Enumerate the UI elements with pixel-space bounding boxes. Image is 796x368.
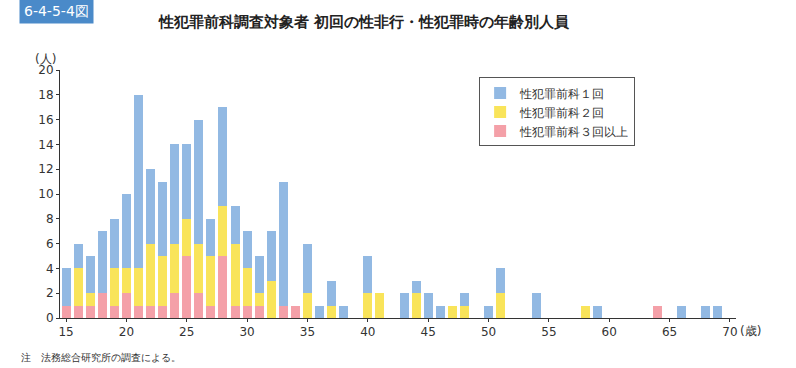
svg-text:性犯罪前科３回以上: 性犯罪前科３回以上 — [519, 125, 628, 139]
svg-text:55: 55 — [541, 325, 556, 339]
svg-text:40: 40 — [360, 325, 375, 339]
svg-text:20: 20 — [38, 63, 53, 77]
svg-text:45: 45 — [421, 325, 436, 339]
svg-text:性犯罪前科２回: 性犯罪前科２回 — [519, 106, 604, 120]
svg-text:6-4-5-4図: 6-4-5-4図 — [24, 3, 89, 19]
svg-text:70: 70 — [722, 325, 737, 339]
svg-text:0: 0 — [46, 311, 54, 325]
svg-text:15: 15 — [58, 325, 73, 339]
svg-text:16: 16 — [38, 113, 53, 127]
svg-text:10: 10 — [38, 187, 53, 201]
svg-text:35: 35 — [300, 325, 315, 339]
svg-text:14: 14 — [38, 138, 53, 152]
svg-text:25: 25 — [179, 325, 194, 339]
svg-text:8: 8 — [46, 212, 54, 226]
svg-text:注 法務総合研究所の調査による。: 注 法務総合研究所の調査による。 — [21, 352, 181, 363]
svg-text:12: 12 — [38, 162, 53, 176]
svg-text:60: 60 — [602, 325, 617, 339]
svg-text:2: 2 — [46, 286, 54, 300]
svg-text:18: 18 — [38, 88, 53, 102]
svg-text:性犯罪前科１回: 性犯罪前科１回 — [519, 87, 604, 101]
svg-text:6: 6 — [46, 237, 54, 251]
svg-text:(人): (人) — [35, 52, 56, 66]
svg-text:4: 4 — [46, 262, 54, 276]
svg-text:(歳): (歳) — [740, 324, 761, 338]
svg-text:65: 65 — [662, 325, 677, 339]
svg-text:50: 50 — [481, 325, 496, 339]
svg-text:性犯罪前科調査対象者 初回の性非行・性犯罪時の年齢別人員: 性犯罪前科調査対象者 初回の性非行・性犯罪時の年齢別人員 — [158, 13, 570, 31]
svg-text:20: 20 — [119, 325, 134, 339]
svg-text:30: 30 — [239, 325, 254, 339]
